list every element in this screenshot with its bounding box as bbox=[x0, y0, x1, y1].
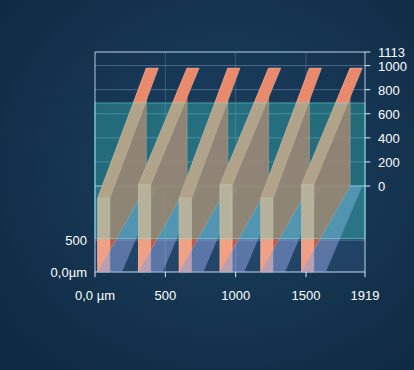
tick bbox=[165, 272, 166, 277]
background bbox=[0, 0, 414, 370]
tick-label: 500 bbox=[65, 233, 87, 248]
tick-label: 400 bbox=[378, 131, 400, 146]
tick bbox=[365, 52, 370, 53]
tick bbox=[365, 161, 370, 162]
section-plane bbox=[95, 103, 365, 239]
tick-label: 0 bbox=[378, 179, 385, 194]
tick-label: 500 bbox=[154, 288, 176, 303]
tick-label: 0,0µm bbox=[51, 265, 87, 280]
tick bbox=[235, 272, 236, 277]
tick-label: 1919 bbox=[351, 288, 380, 303]
tick-label: 1113 bbox=[378, 45, 405, 60]
tick bbox=[365, 137, 370, 138]
tick bbox=[365, 113, 370, 114]
grid-line bbox=[95, 65, 365, 66]
tick bbox=[365, 89, 370, 90]
tick-label: 800 bbox=[378, 83, 400, 98]
chart: 0,0 µm 500 1000 1500 1919 0,0µm 500 0 200 400 600 8… bbox=[0, 0, 414, 370]
tick bbox=[365, 65, 370, 66]
tick bbox=[365, 272, 366, 277]
tick-label: 1500 bbox=[292, 288, 321, 303]
tick-label: 1000 bbox=[221, 288, 250, 303]
tick bbox=[306, 272, 307, 277]
tick-label: 1000 bbox=[378, 59, 407, 74]
tick bbox=[95, 272, 96, 277]
grid-line bbox=[95, 52, 365, 53]
tick-label: 0,0 µm bbox=[75, 288, 115, 303]
tick-label: 600 bbox=[378, 107, 400, 122]
tick-label: 200 bbox=[378, 155, 400, 170]
tick bbox=[365, 186, 370, 187]
box-edge bbox=[95, 52, 365, 53]
grid bbox=[95, 52, 365, 272]
